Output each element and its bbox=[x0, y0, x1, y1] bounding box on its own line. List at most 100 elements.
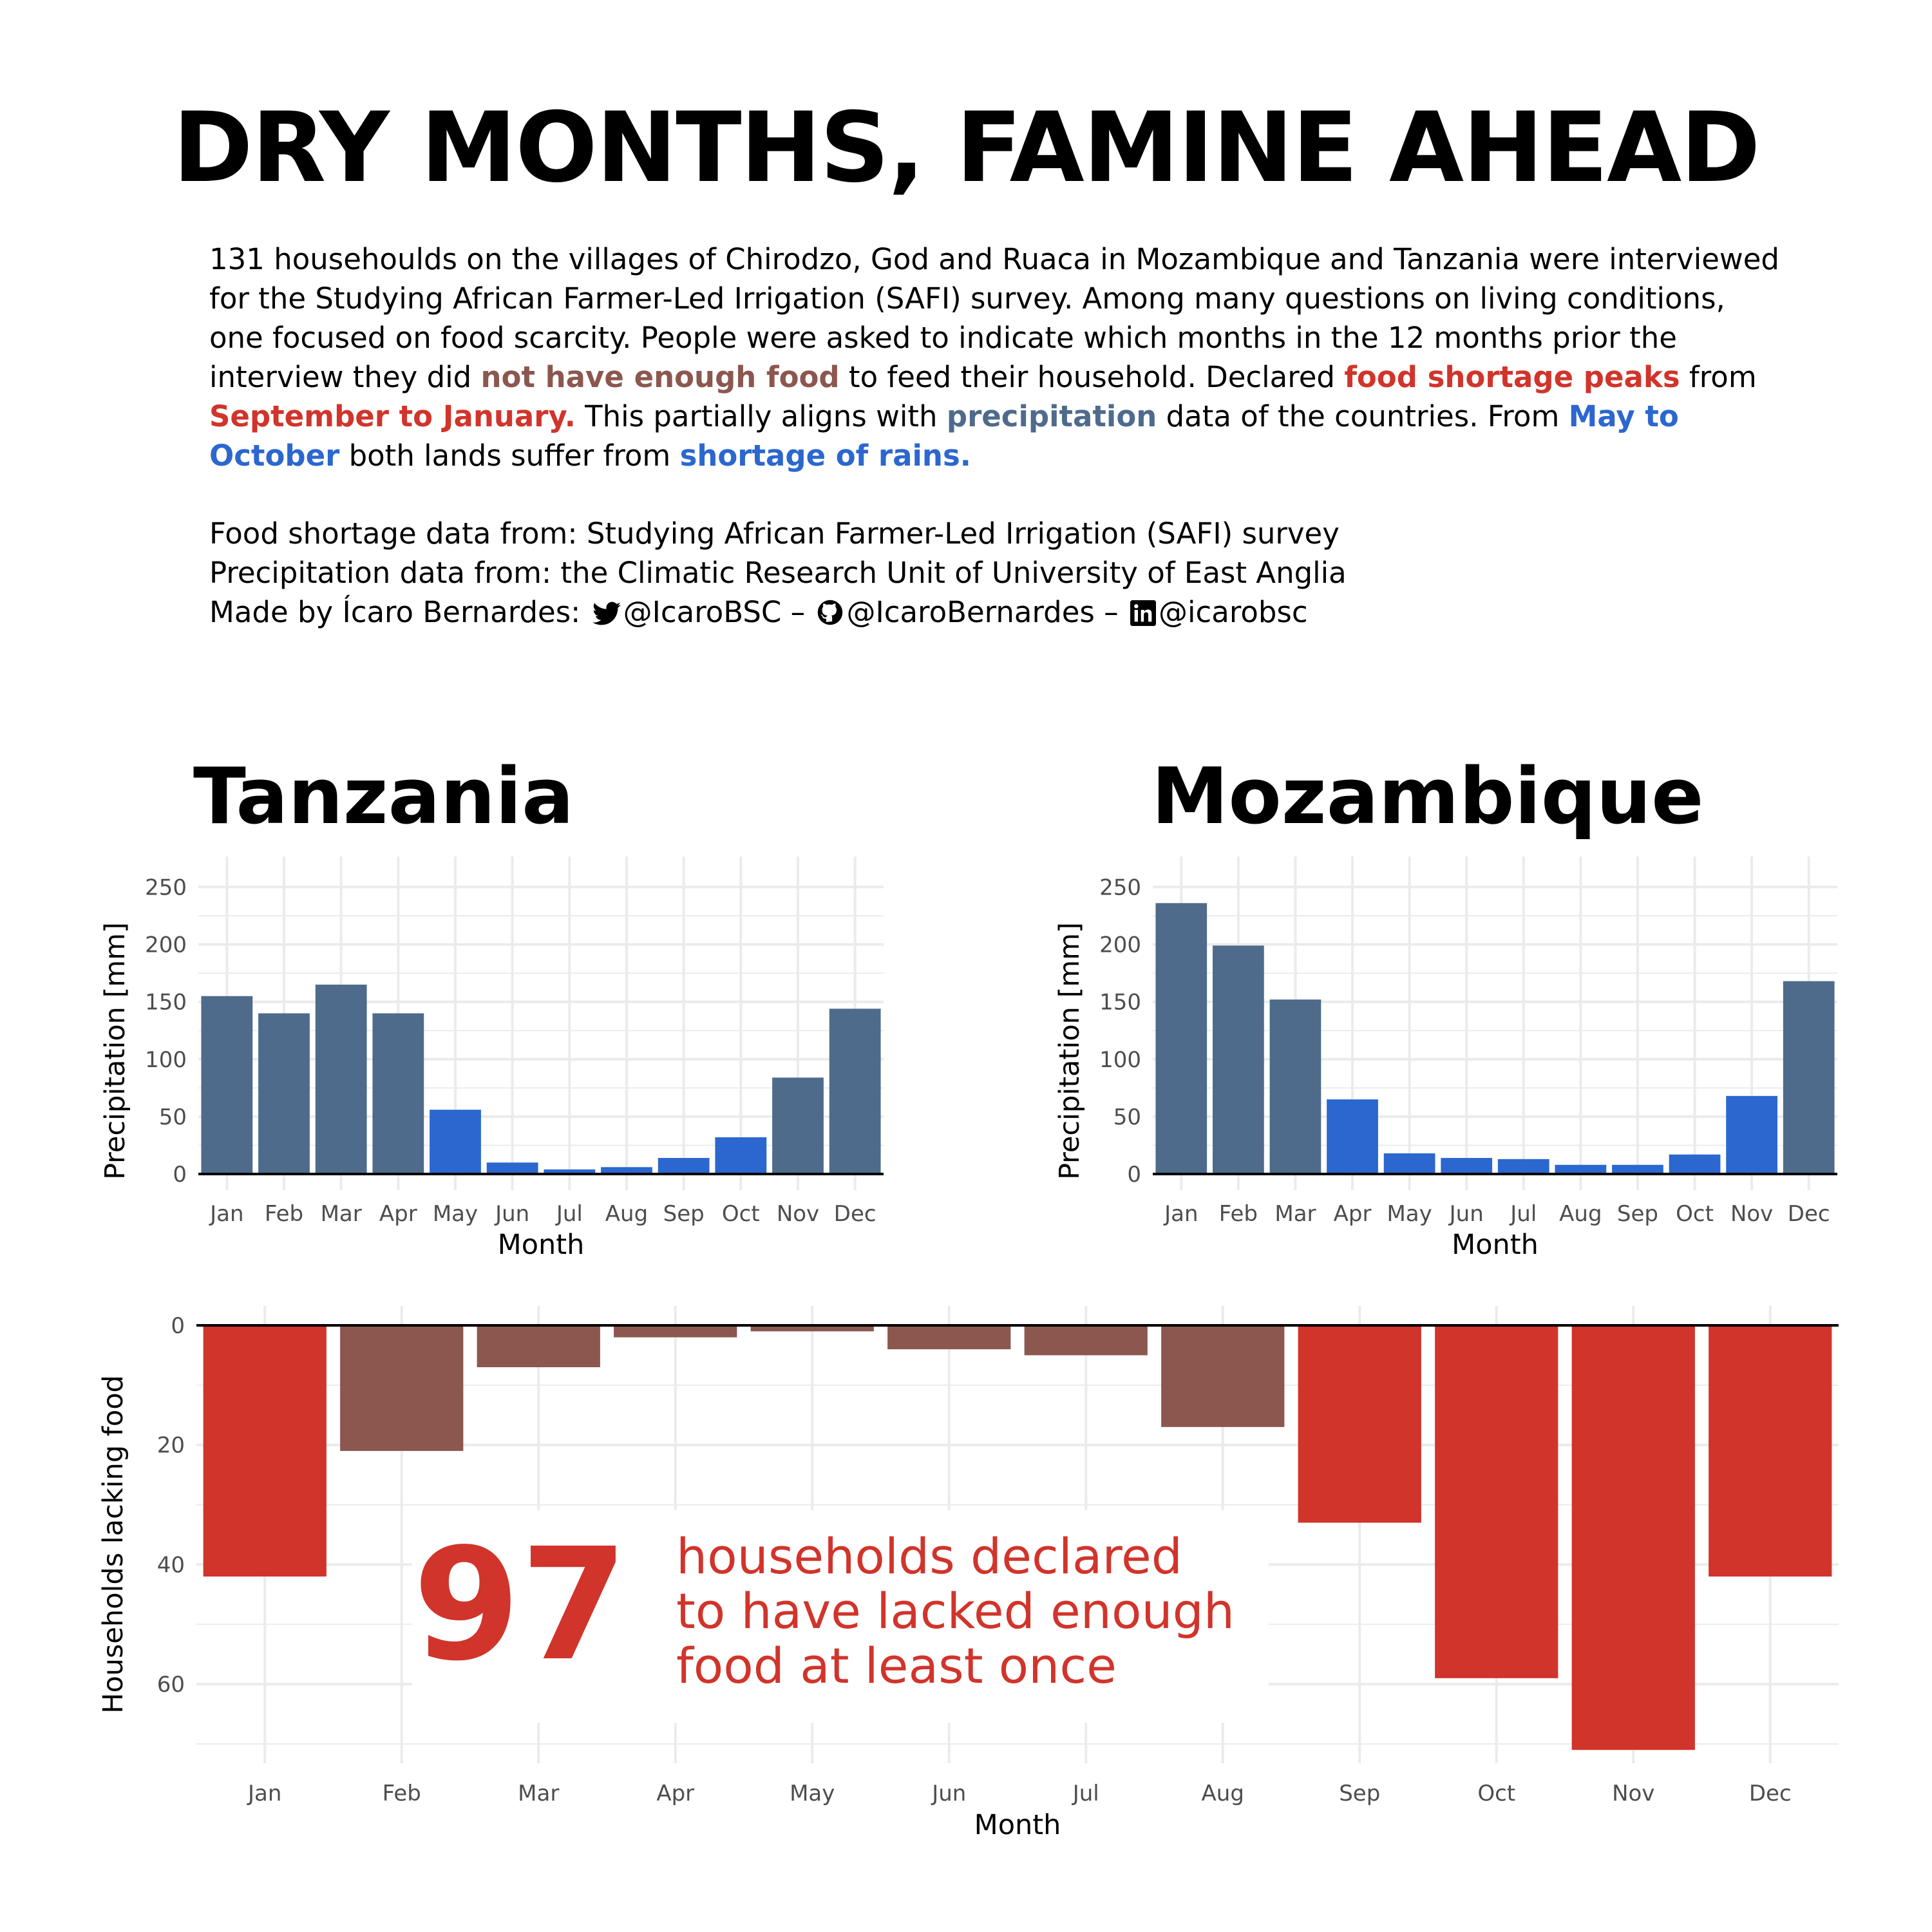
mz-bar-may bbox=[1383, 1153, 1435, 1174]
tz-x-tick-label: Sep bbox=[663, 1201, 705, 1227]
credits: Made by Ícaro Bernardes: @IcaroBSC – @Ic… bbox=[209, 592, 1347, 636]
desc-highlight-rain-shortage: shortage of rains. bbox=[679, 439, 971, 473]
tz-y-axis-label: Precipitation [mm] bbox=[99, 922, 131, 1180]
food-bar-mar bbox=[477, 1325, 600, 1367]
tz-bar-sep bbox=[658, 1158, 710, 1174]
annotation-background bbox=[412, 1510, 1269, 1723]
annotation-number: 97 bbox=[413, 1515, 628, 1695]
mz-y-tick-label: 150 bbox=[1099, 990, 1141, 1016]
desc-text-2: to feed their household. Declared bbox=[839, 360, 1345, 394]
tz-bar-jun bbox=[486, 1162, 538, 1174]
credits-made-by: Made by Ícaro Bernardes: bbox=[209, 595, 581, 629]
food-x-tick-label: Apr bbox=[656, 1781, 694, 1806]
tz-bar-oct bbox=[715, 1137, 767, 1174]
desc-highlight-food-shortage: food shortage peaks bbox=[1344, 360, 1680, 394]
mz-bar-oct bbox=[1669, 1154, 1721, 1174]
tz-x-tick-label: May bbox=[433, 1201, 478, 1227]
food-bar-may bbox=[750, 1325, 874, 1332]
food-bar-sep bbox=[1298, 1325, 1421, 1523]
annotation-line-3: food at least once bbox=[676, 1637, 1117, 1694]
tz-y-tick-label: 0 bbox=[173, 1162, 187, 1188]
desc-text-6: both lands suffer from bbox=[339, 439, 680, 473]
mz-x-tick-label: Jan bbox=[1163, 1201, 1198, 1227]
mz-x-tick-label: May bbox=[1387, 1201, 1432, 1227]
food-y-tick-label: 20 bbox=[157, 1433, 185, 1459]
food-x-tick-label: Jul bbox=[1072, 1781, 1099, 1806]
mz-bar-feb bbox=[1213, 945, 1264, 1174]
desc-text-5: data of the countries. From bbox=[1157, 399, 1569, 433]
mozambique-precipitation-chart: 0 50 100 150 200 250 Jan Feb Mar Apr May Jun Jul Aug S… bbox=[1054, 857, 1837, 1261]
food-y-axis-label: Households lacking food bbox=[97, 1375, 129, 1714]
food-y-tick-label: 40 bbox=[157, 1552, 185, 1578]
desc-highlight-precipitation: precipitation bbox=[946, 399, 1157, 433]
food-bar-aug bbox=[1161, 1325, 1285, 1427]
chart-title: DRY MONTHS, FAMINE AHEAD bbox=[173, 92, 1760, 204]
mz-x-tick-label: Feb bbox=[1219, 1201, 1258, 1227]
food-bar-jun bbox=[887, 1325, 1011, 1350]
tz-bar-aug bbox=[601, 1167, 652, 1174]
food-x-tick-label: Aug bbox=[1202, 1781, 1244, 1806]
mz-x-tick-label: Oct bbox=[1676, 1201, 1714, 1227]
food-x-tick-label: Mar bbox=[518, 1781, 559, 1806]
desc-highlight-sep-jan: September to January. bbox=[209, 399, 576, 433]
tz-bar-jan bbox=[201, 996, 253, 1174]
mz-y-tick-label: 250 bbox=[1099, 875, 1141, 900]
mz-bar-aug bbox=[1555, 1164, 1607, 1174]
food-x-tick-label: Jun bbox=[931, 1781, 966, 1806]
tz-bar-jul bbox=[544, 1169, 596, 1174]
tanzania-precipitation-chart: 0 50 100 150 200 250 Jan Feb Mar Apr May Jun Jul Aug S… bbox=[99, 857, 884, 1261]
tz-bar-apr bbox=[372, 1013, 424, 1174]
food-x-tick-label: May bbox=[790, 1781, 835, 1806]
tz-y-tick-label: 250 bbox=[145, 875, 187, 900]
food-x-tick-label: Nov bbox=[1612, 1781, 1654, 1806]
tz-x-tick-label: Jan bbox=[209, 1201, 243, 1227]
food-bar-jan bbox=[203, 1325, 327, 1577]
description: 131 househoulds on the villages of Chiro… bbox=[209, 240, 1781, 475]
mz-bar-jun bbox=[1441, 1158, 1493, 1174]
mz-y-axis-label: Precipitation [mm] bbox=[1054, 922, 1086, 1180]
mz-x-tick-label: Apr bbox=[1334, 1201, 1372, 1227]
mz-y-tick-label: 50 bbox=[1113, 1104, 1141, 1130]
linkedin-icon bbox=[1130, 596, 1156, 636]
desc-text-4: This partially aligns with bbox=[575, 399, 947, 433]
tz-bar-nov bbox=[772, 1077, 824, 1174]
mz-x-tick-label: Aug bbox=[1559, 1201, 1602, 1227]
tz-x-tick-label: Mar bbox=[321, 1201, 362, 1227]
mz-bar-nov bbox=[1726, 1095, 1777, 1174]
tz-x-tick-label: Aug bbox=[605, 1201, 648, 1227]
mz-bar-jul bbox=[1497, 1159, 1549, 1174]
mz-x-tick-label: Dec bbox=[1788, 1201, 1830, 1227]
desc-text-3: from bbox=[1680, 360, 1757, 394]
github-icon bbox=[817, 596, 844, 636]
food-bar-oct bbox=[1435, 1325, 1558, 1678]
desc-text-1: 131 househoulds on the villages of Chiro… bbox=[209, 242, 1779, 394]
food-x-axis-label: Month bbox=[974, 1809, 1061, 1841]
desc-highlight-not-enough-food: not have enough food bbox=[480, 360, 840, 394]
tz-x-tick-label: Apr bbox=[379, 1201, 417, 1227]
mozambique-title: Mozambique bbox=[1151, 752, 1704, 842]
households-annotation: 97 households declared to have lacked en… bbox=[412, 1510, 1269, 1723]
food-x-tick-label: Oct bbox=[1477, 1781, 1515, 1806]
source-food: Food shortage data from: Studying Africa… bbox=[209, 516, 1340, 551]
tz-x-tick-label: Nov bbox=[777, 1201, 819, 1227]
food-bar-nov bbox=[1571, 1325, 1695, 1750]
food-bar-jul bbox=[1024, 1325, 1148, 1356]
tz-y-tick-label: 100 bbox=[145, 1047, 187, 1073]
tz-x-tick-label: Feb bbox=[265, 1201, 303, 1227]
mz-bar-sep bbox=[1612, 1164, 1663, 1174]
mz-x-tick-label: Jun bbox=[1448, 1201, 1484, 1227]
tz-x-tick-label: Jul bbox=[555, 1201, 583, 1227]
annotation-line-2: to have lacked enough bbox=[676, 1582, 1235, 1640]
food-x-tick-label: Feb bbox=[383, 1781, 421, 1806]
mz-y-tick-label: 0 bbox=[1127, 1162, 1141, 1188]
tz-x-tick-label: Jun bbox=[494, 1201, 529, 1227]
food-bar-dec bbox=[1709, 1325, 1832, 1577]
food-x-tick-label: Dec bbox=[1749, 1781, 1792, 1806]
mz-y-tick-label: 100 bbox=[1099, 1047, 1141, 1073]
tz-bar-dec bbox=[829, 1009, 881, 1174]
annotation-line-1: households declared bbox=[676, 1528, 1182, 1585]
tanzania-title: Tanzania bbox=[193, 752, 574, 842]
linkedin-handle: @icarobsc bbox=[1159, 595, 1308, 629]
tz-y-tick-label: 200 bbox=[145, 933, 187, 958]
